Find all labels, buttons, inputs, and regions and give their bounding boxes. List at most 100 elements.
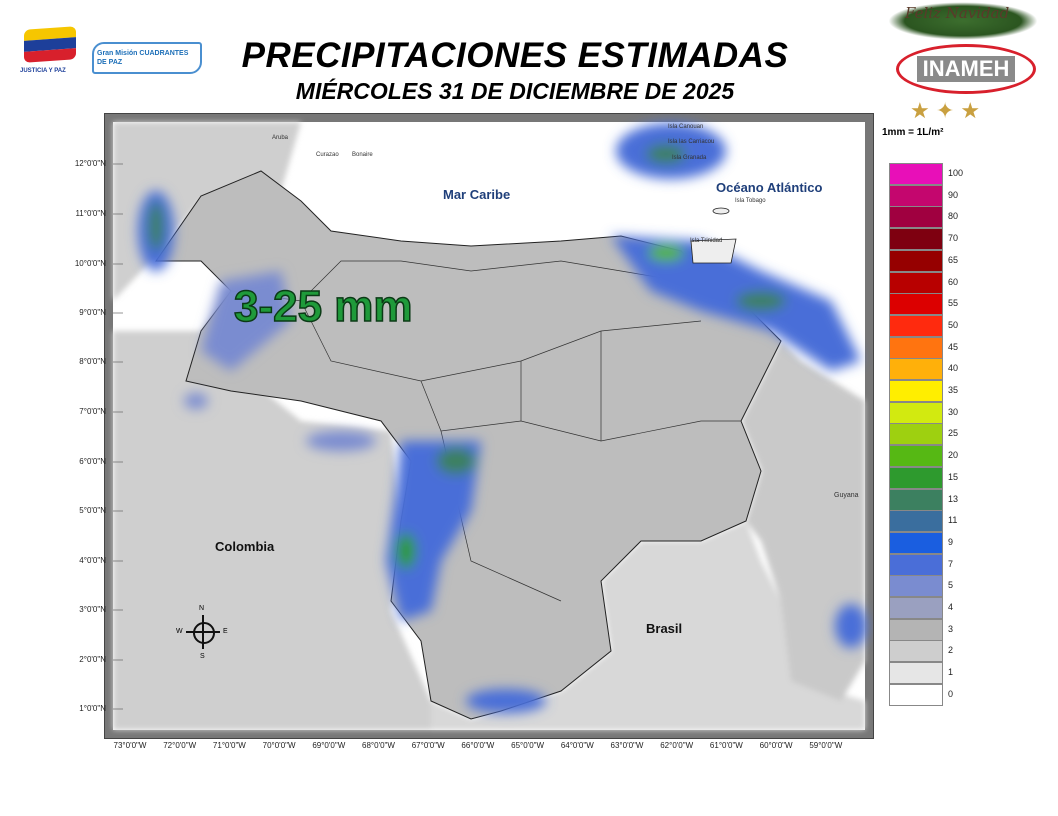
label-colombia: Colombia [215, 539, 275, 554]
legend-swatch [889, 683, 943, 706]
legend-label: 45 [948, 341, 959, 352]
legend-label: 15 [948, 471, 959, 482]
lon-label: 66°0'0"W [461, 741, 495, 750]
lon-label: 60°0'0"W [759, 741, 793, 750]
lat-label: 7°0'0"N [79, 407, 106, 416]
legend-label: 55 [948, 298, 959, 309]
legend-label: 80 [948, 211, 959, 222]
legend-swatch [889, 575, 943, 598]
lon-label: 61°0'0"W [709, 741, 743, 750]
label-trinidad: Isla Trinidad [690, 238, 723, 244]
legend-label: 9 [948, 536, 954, 547]
lat-label: 8°0'0"N [79, 357, 106, 366]
compass-s: S [200, 653, 205, 660]
legend-swatch [889, 510, 943, 533]
legend-label: 0 [948, 688, 954, 699]
lat-label: 3°0'0"N [79, 605, 106, 614]
compass-rose-icon: N S W E [176, 605, 228, 661]
precipitation-range-annotation: 3-25 mm [233, 281, 413, 332]
tobago-island [712, 207, 730, 215]
map-frame [104, 113, 874, 739]
legend-label: 65 [948, 254, 959, 265]
compass-w: W [176, 628, 183, 635]
lon-label: 71°0'0"W [212, 741, 246, 750]
legend-label: 13 [948, 493, 959, 504]
lat-label: 4°0'0"N [79, 556, 106, 565]
legend-label: 7 [948, 558, 954, 569]
lon-label: 65°0'0"W [511, 741, 545, 750]
lon-label: 59°0'0"W [809, 741, 843, 750]
colombia-land [113, 122, 441, 730]
land-areas [113, 122, 865, 730]
lon-label: 73°0'0"W [113, 741, 147, 750]
lat-label: 9°0'0"N [79, 308, 106, 317]
page-subtitle: MIÉRCOLES 31 DE DICIEMBRE DE 2025 [295, 78, 735, 104]
lat-label: 5°0'0"N [79, 506, 106, 515]
label-oceano-atlantico: Océano Atlántico [716, 180, 823, 195]
legend-swatch [889, 249, 943, 272]
legend-label: 35 [948, 385, 959, 395]
legend-label: 30 [948, 406, 959, 417]
legend-label: 2 [948, 645, 954, 656]
trinidad-island [690, 238, 737, 264]
label-tobago: Isla Tobago [735, 198, 766, 204]
legend-swatch [889, 597, 943, 619]
legend-label: 70 [948, 233, 959, 244]
unit-note: 1mm = 1L/m² [882, 127, 944, 138]
legend-swatch [889, 336, 943, 359]
legend-label: 60 [948, 276, 959, 287]
lon-label: 72°0'0"W [163, 741, 197, 750]
legend-label: 90 [948, 189, 959, 200]
christmas-garland [888, 2, 1038, 40]
legend-swatch [889, 618, 943, 641]
inameh-logo-text: INAMEH [916, 56, 1016, 82]
label-granada: Isla Granada [672, 155, 707, 161]
lon-label: 67°0'0"W [411, 741, 445, 750]
lat-label: 2°0'0"N [79, 655, 106, 664]
lat-label: 11°0'0"N [75, 209, 106, 218]
brasil-land [431, 521, 865, 730]
legend-label: 1 [948, 667, 954, 678]
lat-label: 6°0'0"N [79, 457, 106, 466]
lat-label: 12°0'0"N [74, 159, 106, 168]
legend-swatch [889, 445, 943, 468]
lat-label: 1°0'0"N [79, 704, 106, 713]
cuadrantes-de-paz-logo: Gran Misión CUADRANTES DE PAZ [92, 42, 202, 74]
inameh-logo: INAMEH [896, 44, 1036, 94]
legend-swatch [889, 184, 943, 207]
label-guyana: Guyana [834, 492, 859, 499]
legend-swatch [889, 531, 943, 554]
legend-swatch [889, 466, 943, 489]
legend-swatch [889, 640, 943, 663]
legend-label: 5 [948, 580, 954, 591]
legend-swatch [889, 358, 943, 381]
label-canouan: Isla Canouan [668, 124, 704, 130]
legend-label: 50 [948, 319, 959, 330]
label-mar-caribe: Mar Caribe [443, 187, 511, 202]
legend-label: 11 [948, 515, 958, 526]
legend-swatch [889, 293, 943, 316]
legend-label: 25 [948, 428, 959, 439]
legend-swatch [889, 271, 943, 294]
justicia-y-paz-label: JUSTICIA Y PAZ [20, 68, 66, 74]
state-borders [230, 260, 741, 602]
legend-swatch [889, 228, 943, 251]
compass-n: N [199, 605, 205, 612]
legend-label: 4 [948, 602, 954, 612]
legend-swatch [889, 206, 943, 229]
legend-swatch [889, 488, 943, 511]
legend-swatch [889, 401, 943, 424]
legend-label: 100 [948, 168, 964, 178]
lon-label: 62°0'0"W [660, 741, 694, 750]
label-carriacou: Isla las Carriacou [668, 139, 715, 145]
page-title: PRECIPITACIONES ESTIMADAS [241, 36, 789, 75]
lon-label: 68°0'0"W [362, 741, 395, 750]
label-curazao: Curazao [316, 152, 339, 158]
compass-e: E [223, 628, 228, 635]
lon-label: 63°0'0"W [610, 741, 644, 750]
feliz-navidad-text: Feliz Navidad [905, 4, 1010, 22]
precipitation-areas [138, 123, 867, 713]
legend-label: 3 [948, 623, 954, 634]
lon-label: 70°0'0"W [262, 741, 296, 750]
